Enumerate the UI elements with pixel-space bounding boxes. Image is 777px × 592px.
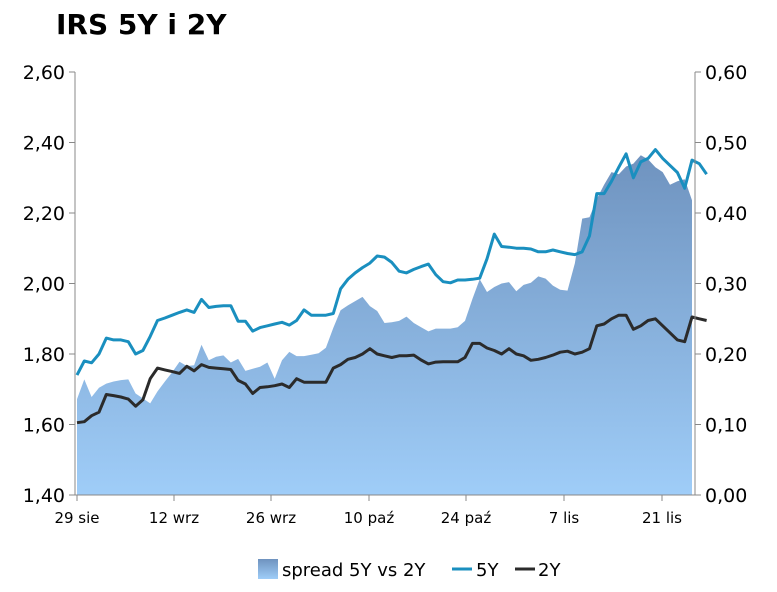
y-left-tick-label: 1,60 [23, 415, 65, 437]
x-tick-label: 10 paź [344, 509, 395, 527]
y-right-tick-label: 0,20 [705, 344, 747, 366]
x-tick-label: 12 wrz [149, 509, 199, 527]
chart-title: IRS 5Y i 2Y [56, 8, 227, 41]
y-right-tick-label: 0,60 [705, 62, 747, 84]
y-left-tick-label: 1,40 [23, 485, 65, 507]
x-tick-label: 29 sie [54, 509, 99, 527]
y-right-tick-label: 0,30 [705, 274, 747, 296]
x-tick-label: 26 wrz [246, 509, 296, 527]
x-tick-label: 24 paź [441, 509, 492, 527]
legend-swatch-spread [258, 559, 278, 579]
y-left-tick-label: 2,60 [23, 62, 65, 84]
x-tick-label: 21 lis [642, 509, 682, 527]
y-left-tick-label: 2,40 [23, 133, 65, 155]
legend-label-5y: 5Y [476, 560, 499, 581]
y-left-tick-label: 2,00 [23, 274, 65, 296]
series-area-spread [77, 155, 692, 495]
series-line-2y [76, 313, 707, 425]
y-left-tick-label: 1,80 [23, 344, 65, 366]
legend-label-spread: spread 5Y vs 2Y [282, 560, 426, 581]
legend-label-2y: 2Y [538, 560, 561, 581]
y-right-tick-label: 0,10 [705, 415, 747, 437]
series-line-5y [75, 148, 708, 376]
y-right-tick-label: 0,00 [705, 485, 747, 507]
y-right-tick-label: 0,40 [705, 203, 747, 225]
y-left-tick-label: 2,20 [23, 203, 65, 225]
x-tick-label: 7 lis [549, 509, 580, 527]
y-right-tick-label: 0,50 [705, 133, 747, 155]
